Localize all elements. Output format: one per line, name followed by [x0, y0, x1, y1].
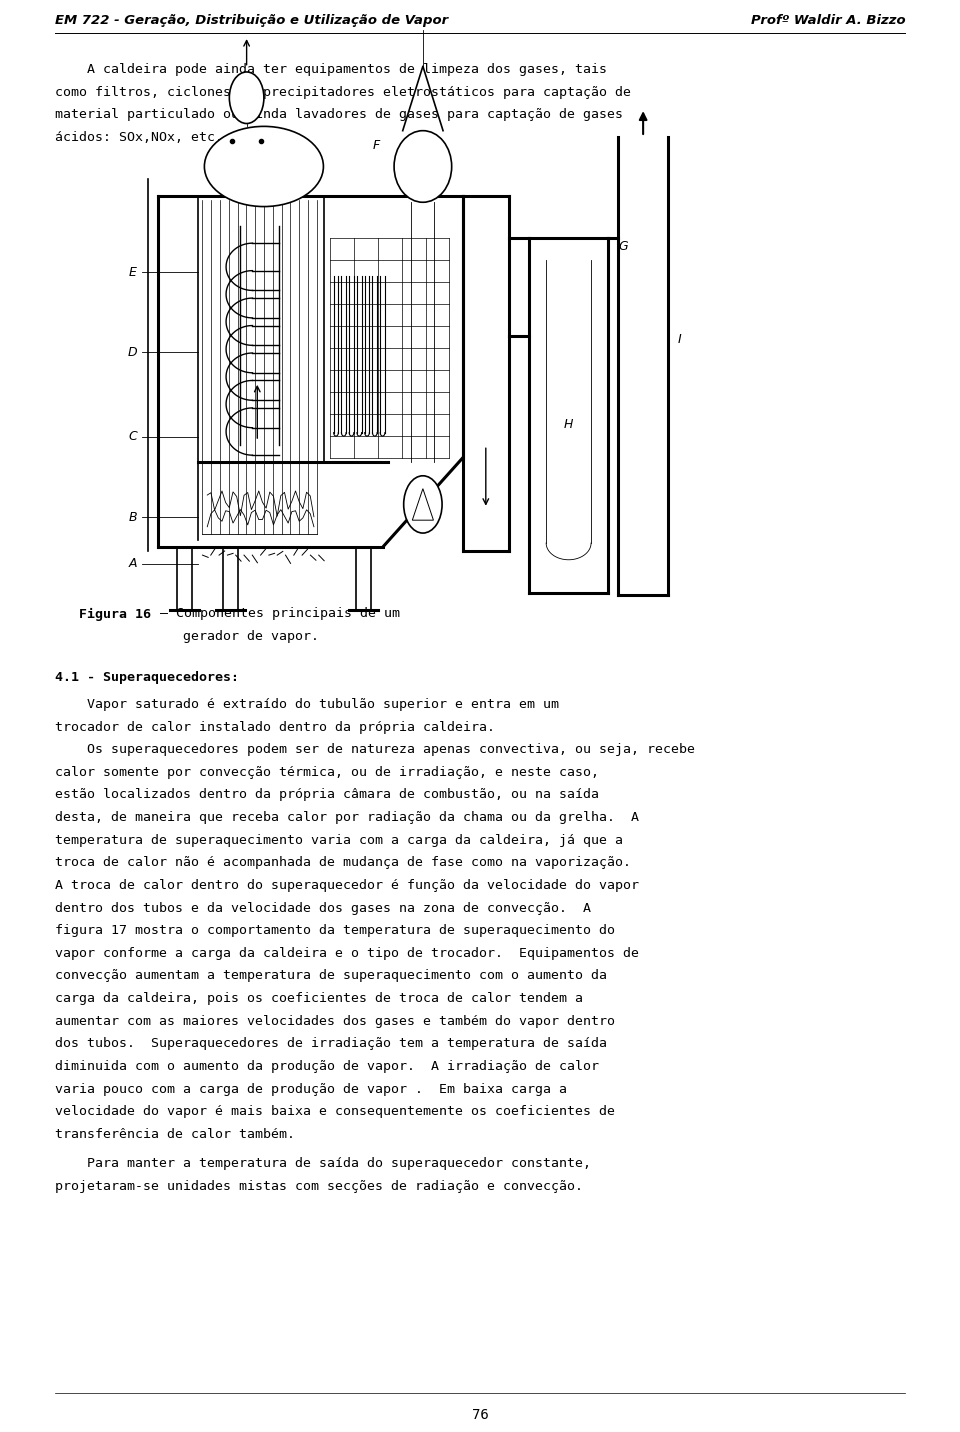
- Text: diminuida com o aumento da produção de vapor.  A irradiação de calor: diminuida com o aumento da produção de v…: [55, 1060, 599, 1073]
- Text: transferência de calor também.: transferência de calor também.: [55, 1128, 295, 1141]
- Text: G: G: [618, 241, 628, 253]
- Text: Vapor saturado é extraído do tubulão superior e entra em um: Vapor saturado é extraído do tubulão sup…: [55, 697, 559, 710]
- Text: convecção aumentam a temperatura de superaquecimento com o aumento da: convecção aumentam a temperatura de supe…: [55, 969, 607, 982]
- Circle shape: [229, 72, 264, 123]
- Text: E: E: [129, 265, 137, 279]
- Text: A troca de calor dentro do superaquecedor é função da velocidade do vapor: A troca de calor dentro do superaquecedo…: [55, 879, 638, 892]
- Text: material particulado ou ainda lavadores de gases para captação de gases: material particulado ou ainda lavadores …: [55, 109, 623, 122]
- Ellipse shape: [204, 126, 324, 206]
- Text: EM 722 - Geração, Distribuição e Utilização de Vapor: EM 722 - Geração, Distribuição e Utiliza…: [55, 14, 448, 27]
- Text: dos tubos.  Superaquecedores de irradiação tem a temperatura de saída: dos tubos. Superaquecedores de irradiaçã…: [55, 1037, 607, 1050]
- Text: figura 17 mostra o comportamento da temperatura de superaquecimento do: figura 17 mostra o comportamento da temp…: [55, 924, 614, 937]
- Text: C: C: [128, 431, 137, 444]
- Text: I: I: [678, 334, 682, 347]
- Text: Os superaquecedores podem ser de natureza apenas convectiva, ou seja, recebe: Os superaquecedores podem ser de naturez…: [55, 743, 695, 756]
- Text: Figura 16: Figura 16: [79, 607, 151, 620]
- Text: calor somente por convecção térmica, ou de irradiação, e neste caso,: calor somente por convecção térmica, ou …: [55, 766, 599, 779]
- Text: desta, de maneira que receba calor por radiação da chama ou da grelha.  A: desta, de maneira que receba calor por r…: [55, 811, 638, 823]
- Text: temperatura de superaquecimento varia com a carga da caldeira, já que a: temperatura de superaquecimento varia co…: [55, 833, 623, 846]
- Text: H: H: [564, 418, 573, 431]
- Ellipse shape: [394, 130, 451, 202]
- Text: aumentar com as maiores velocidades dos gases e também do vapor dentro: aumentar com as maiores velocidades dos …: [55, 1015, 614, 1028]
- Text: velocidade do vapor é mais baixa e consequentemente os coeficientes de: velocidade do vapor é mais baixa e conse…: [55, 1106, 614, 1118]
- Text: troca de calor não é acompanhada de mudança de fase como na vaporização.: troca de calor não é acompanhada de muda…: [55, 856, 631, 869]
- Text: vapor conforme a carga da caldeira e o tipo de trocador.  Equipamentos de: vapor conforme a carga da caldeira e o t…: [55, 947, 638, 959]
- Text: A: A: [129, 557, 137, 570]
- Text: dentro dos tubos e da velocidade dos gases na zona de convecção.  A: dentro dos tubos e da velocidade dos gas…: [55, 902, 590, 915]
- Text: projetaram-se unidades mistas com secções de radiação e convecção.: projetaram-se unidades mistas com secçõe…: [55, 1180, 583, 1193]
- Text: 4.1 - Superaquecedores:: 4.1 - Superaquecedores:: [55, 670, 239, 684]
- Text: D: D: [127, 347, 137, 359]
- Text: 76: 76: [471, 1408, 489, 1422]
- Text: Para manter a temperatura de saída do superaquecedor constante,: Para manter a temperatura de saída do su…: [55, 1157, 590, 1170]
- Text: Profº Waldir A. Bizzo: Profº Waldir A. Bizzo: [751, 14, 905, 27]
- Text: B: B: [129, 511, 137, 524]
- Circle shape: [403, 475, 442, 533]
- Text: trocador de calor instalado dentro da própria caldeira.: trocador de calor instalado dentro da pr…: [55, 720, 494, 733]
- Text: A caldeira pode ainda ter equipamentos de limpeza dos gases, tais: A caldeira pode ainda ter equipamentos d…: [55, 63, 607, 76]
- Text: F: F: [372, 139, 380, 152]
- Text: ácidos: SOx,NOx, etc...: ácidos: SOx,NOx, etc...: [55, 130, 239, 143]
- Text: estão localizados dentro da própria câmara de combustão, ou na saída: estão localizados dentro da própria câma…: [55, 789, 599, 802]
- Text: – Componentes principais de um: – Componentes principais de um: [152, 607, 399, 620]
- Text: gerador de vapor.: gerador de vapor.: [79, 630, 319, 643]
- Text: varia pouco com a carga de produção de vapor .  Em baixa carga a: varia pouco com a carga de produção de v…: [55, 1083, 566, 1095]
- Text: carga da caldeira, pois os coeficientes de troca de calor tendem a: carga da caldeira, pois os coeficientes …: [55, 992, 583, 1005]
- Text: como filtros, ciclones ou precipitadores eletrostáticos para captação de: como filtros, ciclones ou precipitadores…: [55, 86, 631, 99]
